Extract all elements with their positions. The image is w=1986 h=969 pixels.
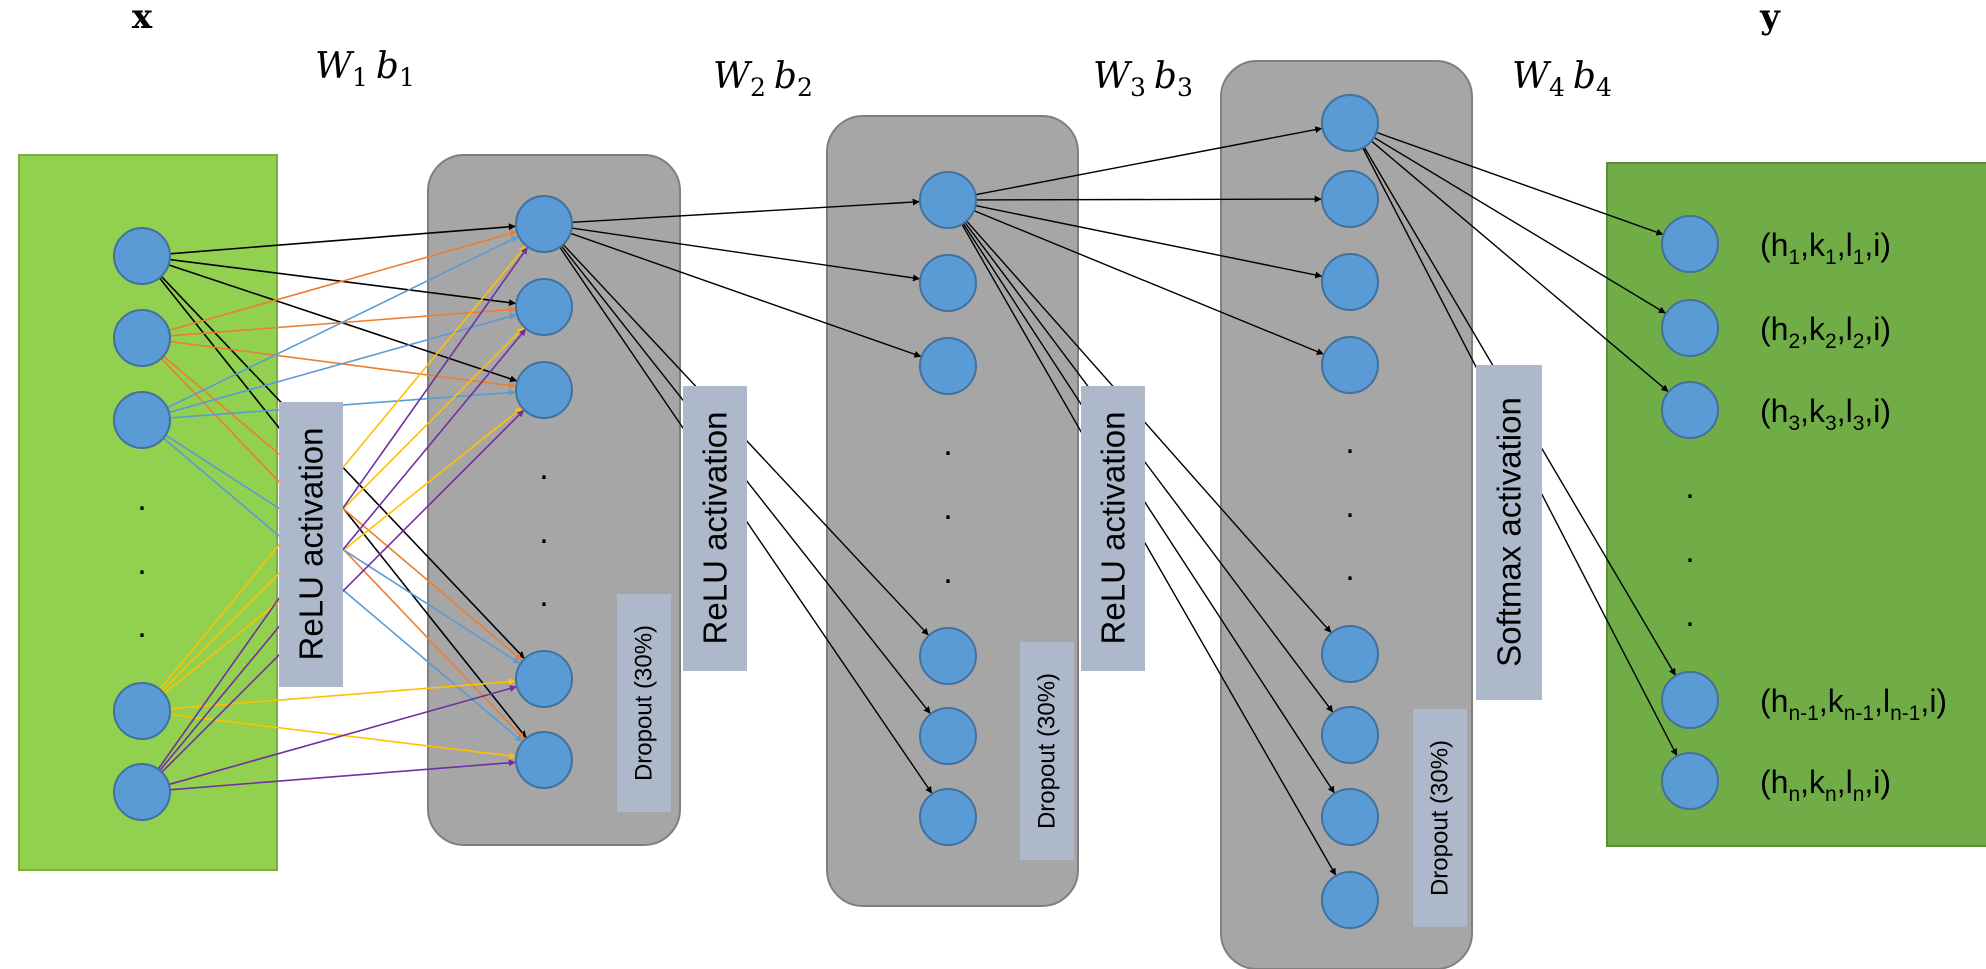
output-label-2: (h2,k2,l2,i) — [1760, 311, 1891, 353]
edge-hidden2-hidden3 — [962, 223, 1335, 794]
edge-hidden2-hidden3 — [975, 204, 1323, 279]
hidden2-neuron-5 — [919, 707, 977, 765]
hidden-layer-2-box — [826, 115, 1079, 907]
hidden1-neuron-4 — [515, 650, 573, 708]
hidden2-ellipsis-dot-1: . — [943, 425, 952, 463]
hidden1-ellipsis-dot-1: . — [539, 449, 548, 487]
output-layer-box — [1606, 162, 1986, 847]
output-label-1: (h1,k1,l1,i) — [1760, 227, 1891, 269]
activation-3-box — [1081, 386, 1145, 671]
output-label-3: (h3,k3,l3,i) — [1760, 393, 1891, 435]
edge-input-hidden1 — [169, 678, 516, 710]
hidden1-neuron-3 — [515, 361, 573, 419]
hidden3-ellipsis-dot-1: . — [1345, 423, 1354, 461]
hidden3-neuron-1 — [1321, 94, 1379, 152]
hidden2-ellipsis-dot-2: . — [943, 489, 952, 527]
hidden1-neuron-1 — [515, 195, 573, 253]
edge-hidden2-hidden3 — [975, 195, 1322, 203]
hidden1-ellipsis-dot-2: . — [539, 513, 548, 551]
hidden3-neuron-3 — [1321, 253, 1379, 311]
edge-hidden2-hidden3 — [975, 126, 1323, 196]
hidden3-ellipsis-dot-3: . — [1345, 550, 1354, 588]
output-ellipsis-dot-2: . — [1685, 532, 1694, 570]
hidden1-neuron-5 — [515, 731, 573, 789]
output-ellipsis-dot-1: . — [1685, 468, 1694, 506]
hidden3-neuron-8 — [1321, 871, 1379, 929]
edge-input-hidden1 — [169, 759, 516, 791]
weights-4-label: W4 b4 — [1512, 56, 1612, 102]
dropout-1-box — [617, 594, 671, 812]
edge-hidden2-hidden3 — [964, 221, 1334, 713]
output-neuron-1 — [1661, 215, 1719, 273]
hidden3-neuron-6 — [1321, 706, 1379, 764]
input-neuron-2 — [113, 309, 171, 367]
output-neuron-3 — [1661, 381, 1719, 439]
dropout-2-box — [1020, 642, 1074, 860]
neurons — [113, 94, 1719, 929]
edge-input-hidden1 — [166, 235, 519, 409]
dropout-1-label: Dropout (30%) — [631, 625, 658, 781]
output-label-4: (hn-1,kn-1,ln-1,i) — [1760, 683, 1947, 725]
edge-hidden3-output — [1376, 131, 1664, 236]
hidden1-ellipsis-dot-3: . — [539, 576, 548, 614]
hidden2-neuron-1 — [919, 171, 977, 229]
edge-hidden2-hidden3 — [973, 209, 1324, 355]
edge-input-hidden1 — [168, 685, 517, 786]
ellipsis-dots: ............... — [137, 423, 1694, 645]
weights-2-label: W2 b2 — [713, 56, 813, 102]
edge-hidden1-hidden2 — [571, 227, 920, 282]
input-neuron-1 — [113, 227, 171, 285]
dropout-2-label: Dropout (30%) — [1034, 673, 1061, 829]
hidden2-neuron-2 — [919, 254, 977, 312]
input-ellipsis-dot-3: . — [137, 607, 146, 645]
edge-hidden1-hidden2 — [571, 198, 920, 224]
hidden2-neuron-6 — [919, 788, 977, 846]
hidden3-neuron-4 — [1321, 336, 1379, 394]
input-vector-label: x — [132, 0, 153, 37]
output-label-5: (hn,kn,ln,i) — [1760, 764, 1891, 806]
input-neuron-4 — [113, 682, 171, 740]
output-labels: (h1,k1,l1,i) (h2,k2,l2,i) (h3,k3,l3,i) (hn-… — [1760, 227, 1947, 806]
hidden3-neuron-7 — [1321, 788, 1379, 846]
edge-input-hidden1 — [168, 313, 517, 414]
hidden3-ellipsis-dot-2: . — [1345, 487, 1354, 525]
output-vector-label: y — [1759, 0, 1781, 37]
input-neuron-3 — [113, 391, 171, 449]
output-neuron-4 — [1661, 671, 1719, 729]
activation-4-box — [1476, 365, 1542, 700]
activation-2-label: ReLU activation — [697, 412, 734, 645]
hidden1-neuron-2 — [515, 278, 573, 336]
activation-1-box — [279, 402, 343, 687]
hidden-layer-3-box — [1220, 60, 1473, 969]
activation-3-label: ReLU activation — [1095, 412, 1132, 645]
edge-hidden1-hidden2 — [570, 232, 922, 358]
dropout-3-label: Dropout (30%) — [1427, 740, 1454, 896]
edge-input-hidden1 — [169, 223, 516, 255]
edge-hidden2-hidden3 — [966, 220, 1332, 633]
output-neuron-2 — [1661, 299, 1719, 357]
edge-input-hidden1 — [168, 230, 517, 332]
input-ellipsis-dot-1: . — [137, 480, 146, 518]
activation-2-box — [683, 386, 747, 671]
input-ellipsis-dot-2: . — [137, 544, 146, 582]
output-ellipsis-dot-3: . — [1685, 596, 1694, 634]
edge-hidden3-output — [1373, 136, 1666, 314]
output-neuron-5 — [1661, 752, 1719, 810]
activation-4-label: Softmax activation — [1491, 397, 1528, 667]
activation-1-label: ReLU activation — [293, 428, 330, 661]
hidden2-neuron-4 — [919, 627, 977, 685]
hidden2-ellipsis-dot-3: . — [943, 553, 952, 591]
edge-hidden3-output — [1370, 140, 1669, 392]
hidden2-neuron-3 — [919, 337, 977, 395]
weights-3-label: W3 b3 — [1093, 56, 1193, 102]
edge-hidden2-hidden3 — [961, 223, 1337, 876]
input-neuron-5 — [113, 763, 171, 821]
weights-1-label: W1 b1 — [315, 46, 415, 92]
dropout-3-box — [1413, 709, 1467, 927]
hidden3-neuron-2 — [1321, 170, 1379, 228]
hidden3-neuron-5 — [1321, 625, 1379, 683]
